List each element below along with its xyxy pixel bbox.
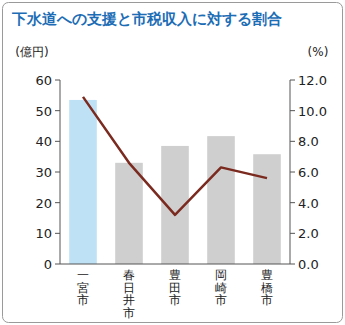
bar xyxy=(253,154,281,264)
y2-tick xyxy=(290,233,295,234)
y2-tick xyxy=(290,110,295,111)
x-tick-label: 豊橋市 xyxy=(261,268,273,307)
y2-tick xyxy=(290,202,295,203)
y2-tick-label: 4.0 xyxy=(298,196,319,211)
x-tick-char: 市 xyxy=(77,293,89,307)
y-axis-label: (億円) xyxy=(15,45,48,59)
y-tick-label: 60 xyxy=(35,73,52,88)
y-tick xyxy=(55,172,60,173)
y-tick xyxy=(55,110,60,111)
y-tick xyxy=(55,233,60,234)
y-tick-label: 50 xyxy=(35,104,52,119)
plot-area xyxy=(69,97,281,264)
y-tick-label: 0 xyxy=(44,257,52,272)
y-tick xyxy=(55,141,60,142)
y-axis xyxy=(60,80,61,264)
y-tick xyxy=(55,202,60,203)
x-tick-char: 市 xyxy=(123,306,135,320)
y-tick-label: 20 xyxy=(35,196,52,211)
y2-tick-label: 12.0 xyxy=(298,73,327,88)
y2-axis-label: (%) xyxy=(308,45,329,59)
x-tick-label: 岡崎市 xyxy=(215,268,227,307)
x-tick-label: 春日井市 xyxy=(123,268,135,320)
y2-tick-label: 0.0 xyxy=(298,257,319,272)
x-tick-label: 一宮市 xyxy=(77,268,89,307)
y2-tick xyxy=(290,172,295,173)
y-tick-label: 30 xyxy=(35,165,52,180)
y-tick xyxy=(55,80,60,81)
y-tick-label: 10 xyxy=(35,226,52,241)
frame xyxy=(3,3,343,323)
bar xyxy=(207,136,235,264)
y2-tick xyxy=(290,264,295,265)
y-tick xyxy=(55,264,60,265)
y-tick-label: 40 xyxy=(35,134,52,149)
title: 下水道への支援と市税収入に対する割合 xyxy=(11,10,282,28)
y2-tick xyxy=(290,141,295,142)
y2-tick-label: 6.0 xyxy=(298,165,319,180)
x-tick-char: 市 xyxy=(169,293,181,307)
y2-tick-label: 8.0 xyxy=(298,134,319,149)
y2-tick-label: 2.0 xyxy=(298,226,319,241)
x-axis xyxy=(60,264,290,265)
x-tick-char: 市 xyxy=(261,293,273,307)
y2-tick xyxy=(290,80,295,81)
bar xyxy=(69,100,97,264)
line xyxy=(83,97,267,215)
y2-tick-label: 10.0 xyxy=(298,104,327,119)
chart: 下水道への支援と市税収入に対する割合 (億円) (%) 0 10 20 30 40 50 60 0.… xyxy=(0,0,345,325)
x-tick-char: 市 xyxy=(215,293,227,307)
x-tick-label: 豊田市 xyxy=(169,268,181,307)
y2-axis xyxy=(290,80,291,264)
bar xyxy=(115,163,143,264)
